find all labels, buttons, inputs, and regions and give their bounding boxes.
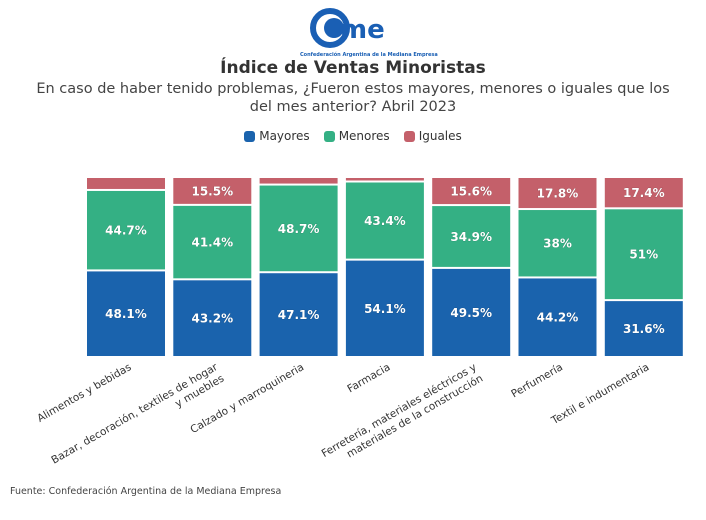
chart-title: Índice de Ventas Minoristas [220, 58, 486, 78]
data-label: 38% [543, 237, 572, 251]
data-label: 43.4% [364, 214, 406, 228]
legend: Mayores Menores Iguales [0, 129, 706, 143]
bar-menores-6[interactable] [604, 209, 683, 300]
bar-menores-1[interactable] [173, 205, 252, 279]
chart-subtitle: En caso de haber tenido problemas, ¿Fuer… [36, 81, 670, 115]
x-tick-label: Perfumería [509, 361, 565, 400]
bar-menores-4[interactable] [432, 206, 511, 267]
bar-mayores-0[interactable] [87, 271, 165, 356]
data-label: 41.4% [191, 236, 233, 250]
bar-menores-0[interactable] [87, 190, 165, 270]
bar-mayores-3[interactable] [345, 260, 424, 356]
data-label: 17.4% [623, 186, 665, 200]
bar-mayores-2[interactable] [259, 273, 338, 356]
legend-item-iguales[interactable]: Iguales [403, 129, 462, 143]
data-label: 51% [629, 248, 658, 262]
data-label: 44.2% [537, 311, 579, 325]
bar-iguales-5[interactable] [518, 178, 597, 209]
bar-iguales-1[interactable] [173, 178, 252, 204]
bar-iguales-0[interactable] [87, 178, 165, 189]
data-label: 49.5% [450, 306, 492, 320]
bar-iguales-4[interactable] [432, 178, 511, 205]
data-label: 34.9% [450, 230, 492, 244]
legend-item-mayores[interactable]: Mayores [244, 129, 310, 143]
bar-mayores-1[interactable] [173, 280, 252, 356]
bar-mayores-6[interactable] [604, 301, 683, 356]
came-logo: me Confederación Argentina de la Mediana… [300, 6, 438, 58]
data-label: 43.2% [191, 312, 233, 326]
bar-mayores-4[interactable] [432, 268, 511, 356]
bar-iguales-6[interactable] [604, 178, 683, 208]
data-label: 48.7% [278, 222, 320, 236]
data-label: 54.1% [364, 302, 406, 316]
x-tick-label: Farmacia [345, 361, 392, 395]
data-label: 17.8% [537, 187, 579, 201]
legend-item-menores[interactable]: Menores [323, 129, 390, 143]
x-tick-label: Ferretería, materiales eléctricos ymater… [320, 361, 486, 471]
data-label: 31.6% [623, 322, 665, 336]
bar-iguales-2[interactable] [259, 178, 338, 184]
bar-menores-3[interactable] [345, 182, 424, 259]
bar-menores-2[interactable] [259, 185, 338, 272]
source-note: Fuente: Confederación Argentina de la Me… [10, 486, 282, 497]
bar-iguales-3[interactable] [345, 178, 424, 181]
data-label: 48.1% [105, 307, 147, 321]
data-label: 44.7% [105, 224, 147, 238]
bar-mayores-5[interactable] [518, 278, 597, 356]
svg-text:me: me [340, 15, 385, 45]
data-label: 15.5% [191, 184, 233, 198]
data-label: 15.6% [450, 185, 492, 199]
logo-subtitle: Confederación Argentina de la Mediana Em… [300, 52, 438, 58]
data-label: 47.1% [278, 308, 320, 322]
bar-menores-5[interactable] [518, 210, 597, 277]
